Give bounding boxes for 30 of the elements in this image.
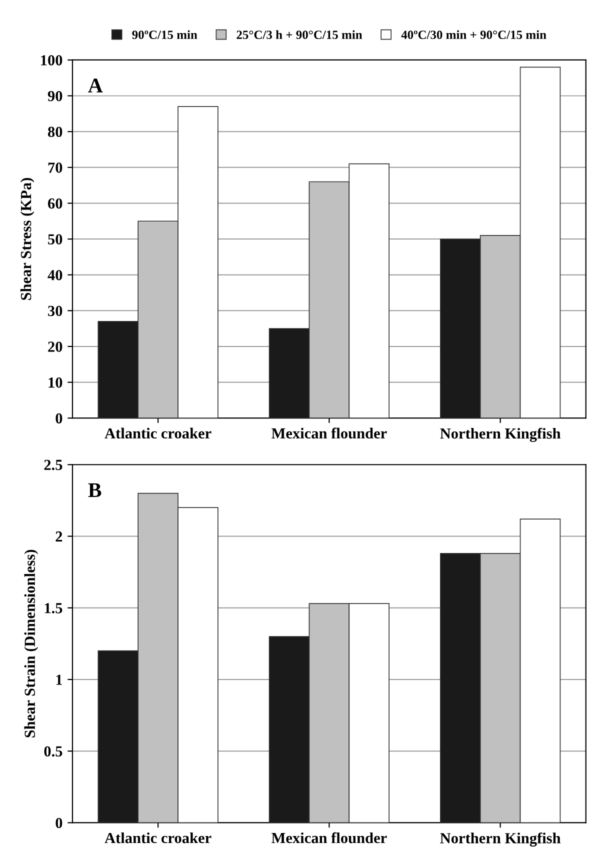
y-tick-label: 10: [48, 377, 62, 388]
annotation: B: [88, 483, 102, 498]
y-tick-label: 100: [41, 55, 62, 66]
y-tick-label: 0: [56, 818, 62, 828]
y-tick-label: 70: [48, 162, 62, 173]
y-axis-title: Shear Stress (KPa): [20, 178, 34, 300]
y-tick-label: 90: [48, 90, 62, 102]
y-tick-label: 50: [48, 234, 62, 244]
y-tick-label: 40: [48, 270, 62, 280]
y-tick-label: 60: [48, 198, 62, 209]
legend-label: 25°C/3 h + 90°C/15 min: [236, 30, 362, 40]
legend-label: 40ºC/30 min + 90°C/15 min: [401, 30, 546, 40]
y-tick-label: 0.5: [44, 746, 62, 757]
legend-label: 90ºC/15 min: [132, 30, 198, 40]
y-tick-label: 2: [56, 531, 62, 542]
y-tick-label: 20: [48, 342, 62, 352]
y-tick-label: 80: [48, 126, 62, 138]
annotation: A: [88, 78, 103, 92]
y-axis-title: Shear Strain (Dimensionless): [24, 550, 38, 738]
x-tick-label: Northern Kingfish: [440, 428, 561, 442]
y-tick-label: 1.5: [44, 603, 62, 614]
x-tick-label: Atlantic croaker: [104, 428, 212, 439]
y-tick-label: 2.5: [44, 460, 62, 470]
x-tick-label: Atlantic croaker: [104, 832, 212, 844]
y-tick-label: 30: [48, 306, 62, 316]
x-tick-label: Mexican flounder: [272, 832, 387, 844]
x-tick-label: Northern Kingfish: [440, 832, 561, 847]
x-tick-label: Mexican flounder: [272, 428, 387, 439]
y-tick-label: 1: [56, 674, 62, 685]
y-tick-label: 0: [56, 413, 62, 424]
